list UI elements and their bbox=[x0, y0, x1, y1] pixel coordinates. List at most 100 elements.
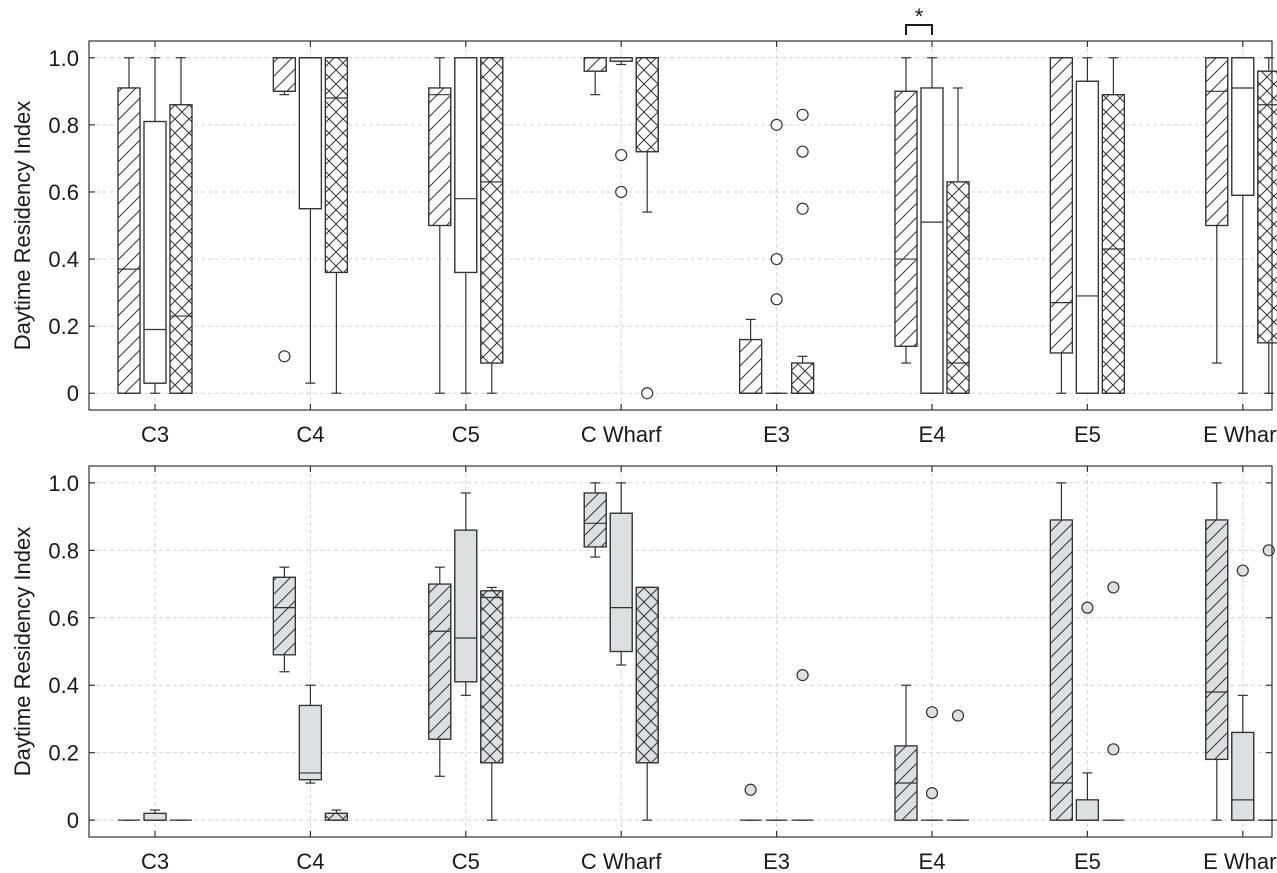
x-tick-label: C4 bbox=[296, 422, 324, 447]
box-body bbox=[143, 120, 167, 384]
box-hatch bbox=[273, 57, 296, 92]
y-tick-label: 0 bbox=[67, 381, 79, 406]
x-tick-label: E4 bbox=[919, 849, 946, 873]
box-outline bbox=[946, 181, 970, 394]
box-hatch bbox=[428, 87, 451, 226]
box-hatch bbox=[1257, 71, 1277, 343]
outlier-point bbox=[770, 252, 783, 266]
y-axis-title: Daytime Residency Index bbox=[10, 527, 35, 776]
box-body bbox=[143, 812, 167, 821]
outlier-point bbox=[1107, 743, 1120, 756]
x-tick-label: E5 bbox=[1074, 422, 1101, 447]
box-outline bbox=[1231, 57, 1255, 196]
y-tick-label: 0.2 bbox=[48, 314, 79, 339]
box-body bbox=[454, 529, 478, 683]
outlier-point bbox=[796, 145, 809, 158]
x-tick-label: E3 bbox=[763, 849, 790, 873]
outlier-point bbox=[925, 706, 939, 719]
box-hatch bbox=[584, 492, 607, 547]
box-hatch bbox=[118, 87, 140, 394]
significance-bracket bbox=[905, 24, 933, 35]
box-outline bbox=[324, 57, 348, 274]
box-hatch bbox=[1050, 519, 1073, 821]
outlier-point bbox=[641, 387, 654, 400]
box-outline bbox=[480, 57, 504, 364]
box-hatch bbox=[791, 363, 814, 394]
box-body bbox=[1231, 57, 1255, 196]
x-tick-label: C3 bbox=[141, 422, 169, 447]
box-outline bbox=[1231, 731, 1255, 821]
x-tick-label: C5 bbox=[452, 849, 480, 873]
box-hatch bbox=[895, 91, 917, 347]
x-tick-label: C5 bbox=[452, 422, 480, 447]
y-tick-label: 0.4 bbox=[48, 247, 79, 272]
y-tick-label: 1.0 bbox=[48, 46, 79, 71]
box-hatch bbox=[1205, 519, 1228, 760]
outlier-point bbox=[770, 118, 783, 131]
box-hatch bbox=[1050, 57, 1073, 353]
outlier-point bbox=[770, 293, 783, 306]
top-panel: 0 0.2 0.4 0.6 0.8 1.0 C3 C4 C5 C Wharf E3 E4 E5 E Wha… bbox=[10, 4, 1277, 447]
box-hatch bbox=[636, 57, 659, 152]
outlier-point bbox=[796, 202, 809, 215]
box-body bbox=[1075, 799, 1100, 821]
y-tick-label: 0.6 bbox=[48, 180, 79, 205]
box-outline bbox=[920, 87, 944, 394]
box-body bbox=[454, 57, 478, 274]
outlier-point bbox=[1262, 544, 1275, 557]
x-tick-label: E Wharf bbox=[1203, 422, 1277, 447]
outlier-point bbox=[744, 783, 757, 796]
x-tick-label: E5 bbox=[1074, 849, 1101, 873]
box-body bbox=[609, 512, 633, 653]
box-hatch bbox=[273, 577, 296, 655]
x-tick-label: C Wharf bbox=[581, 849, 663, 873]
box-outline bbox=[609, 512, 633, 653]
bottom-panel: 0 0.2 0.4 0.6 0.8 1.0 C3 C4 C5 C Wharf E3 E4 E5 E Wha… bbox=[10, 465, 1277, 873]
y-tick-label: 0.4 bbox=[48, 673, 79, 698]
box-outline bbox=[1101, 94, 1126, 394]
box-hatch bbox=[480, 590, 503, 763]
box-body bbox=[920, 87, 944, 394]
y-tick-label: 0.6 bbox=[48, 606, 79, 631]
box-outline bbox=[1257, 70, 1277, 344]
outlier-point bbox=[796, 108, 809, 121]
outlier-point bbox=[1236, 564, 1249, 577]
y-axis-title: Daytime Residency Index bbox=[10, 101, 35, 350]
box-outline bbox=[480, 590, 504, 764]
box-outline bbox=[454, 529, 478, 683]
y-tick-label: 0.2 bbox=[48, 741, 79, 766]
box-outline bbox=[272, 576, 296, 656]
outlier-point bbox=[925, 787, 939, 800]
y-tick-label: 0 bbox=[67, 808, 79, 833]
box-outline bbox=[169, 104, 193, 394]
outlier-point bbox=[951, 709, 965, 722]
outlier-point bbox=[615, 148, 628, 162]
x-tick-label: E4 bbox=[919, 422, 946, 447]
y-tick-label: 0.8 bbox=[48, 538, 79, 563]
box-outline bbox=[454, 57, 478, 274]
box-outline bbox=[117, 87, 141, 394]
box-body bbox=[298, 704, 322, 781]
box-hatch bbox=[325, 57, 348, 273]
outlier-point bbox=[615, 185, 628, 199]
box-hatch bbox=[636, 587, 659, 763]
box-hatch bbox=[325, 813, 348, 821]
box-outline bbox=[428, 583, 452, 740]
box-outline bbox=[894, 90, 918, 347]
x-tick-label: C Wharf bbox=[581, 422, 663, 447]
box-hatch bbox=[480, 57, 503, 364]
box-hatch bbox=[584, 57, 607, 72]
y-tick-label: 1.0 bbox=[48, 471, 79, 496]
outlier-point bbox=[1107, 581, 1120, 594]
x-tick-label: E3 bbox=[763, 422, 790, 447]
box-outline bbox=[1075, 80, 1100, 394]
box-hatch bbox=[170, 104, 192, 394]
x-tick-label: E Wharf bbox=[1203, 849, 1277, 873]
box-hatch bbox=[739, 339, 762, 394]
box-outline bbox=[1205, 57, 1229, 227]
outlier-point bbox=[278, 350, 291, 363]
box-body bbox=[298, 57, 322, 210]
box-body bbox=[1231, 731, 1255, 821]
box-outline bbox=[143, 120, 167, 384]
box-outline bbox=[1049, 519, 1074, 821]
